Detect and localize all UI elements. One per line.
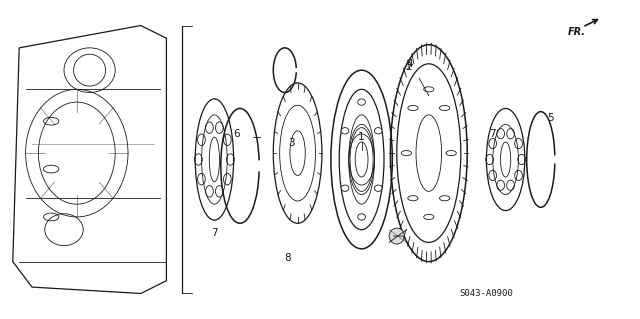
Ellipse shape bbox=[358, 214, 365, 220]
Ellipse shape bbox=[374, 185, 382, 191]
Polygon shape bbox=[13, 26, 166, 293]
Text: 6: 6 bbox=[234, 129, 240, 139]
Text: S043-A0900: S043-A0900 bbox=[460, 289, 513, 298]
Ellipse shape bbox=[341, 128, 349, 134]
Text: 4: 4 bbox=[406, 59, 413, 69]
Text: 5: 5 bbox=[547, 113, 554, 123]
Ellipse shape bbox=[374, 128, 382, 134]
Text: FR.: FR. bbox=[568, 27, 586, 37]
Text: 3: 3 bbox=[288, 138, 294, 148]
Ellipse shape bbox=[389, 228, 404, 244]
Ellipse shape bbox=[341, 185, 349, 191]
Text: 7: 7 bbox=[211, 228, 218, 238]
Ellipse shape bbox=[358, 99, 365, 105]
Text: 8: 8 bbox=[285, 253, 291, 263]
Text: 2: 2 bbox=[405, 62, 412, 72]
Text: 1: 1 bbox=[358, 132, 365, 142]
Text: 7: 7 bbox=[490, 129, 496, 139]
